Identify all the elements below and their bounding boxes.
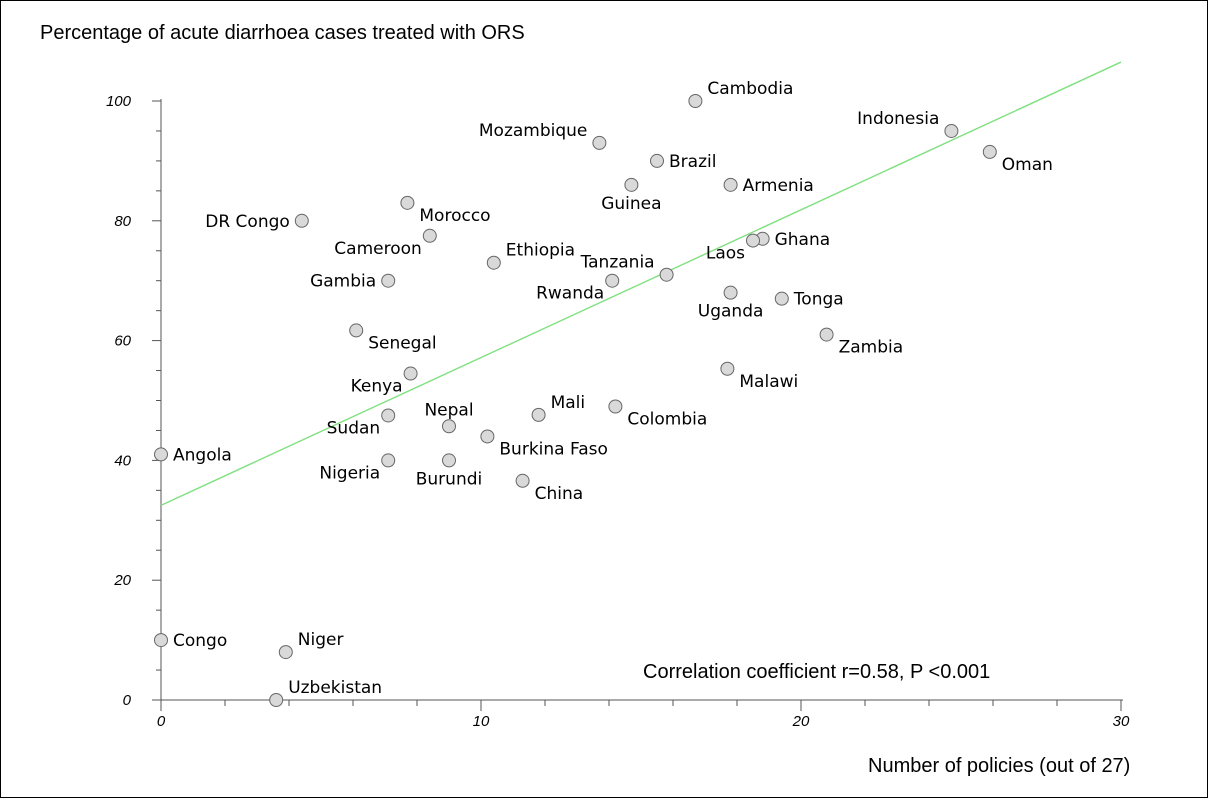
data-point bbox=[154, 447, 168, 462]
point-label: Mali bbox=[551, 393, 586, 413]
x-tick-label: 10 bbox=[473, 713, 490, 730]
point-label: Nigeria bbox=[319, 463, 380, 483]
point-label: Zambia bbox=[839, 338, 904, 358]
data-point bbox=[659, 267, 674, 282]
x-tick-label: 0 bbox=[157, 713, 166, 730]
point-label: Kenya bbox=[351, 377, 403, 397]
point-label: Oman bbox=[1002, 155, 1053, 175]
data-point bbox=[688, 94, 703, 108]
data-point bbox=[723, 285, 738, 300]
data-point bbox=[480, 429, 495, 444]
data-point bbox=[442, 419, 456, 434]
data-point bbox=[723, 177, 738, 192]
point-label: Malawi bbox=[739, 372, 798, 392]
data-point bbox=[486, 255, 501, 270]
data-point bbox=[944, 123, 959, 138]
x-axis-label: Number of policies (out of 27) bbox=[868, 755, 1131, 777]
trendline bbox=[160, 61, 1122, 506]
data-point bbox=[819, 327, 834, 342]
point-label: Mozambique bbox=[479, 121, 588, 141]
data-point bbox=[154, 633, 168, 648]
y-tick-label: 40 bbox=[114, 452, 131, 469]
point-label: Senegal bbox=[368, 333, 436, 353]
data-point bbox=[608, 399, 623, 414]
data-point bbox=[624, 177, 639, 192]
data-point bbox=[774, 291, 789, 306]
data-point bbox=[422, 228, 437, 243]
point-label: Sudan bbox=[327, 418, 381, 438]
data-point bbox=[381, 453, 396, 468]
data-point bbox=[982, 144, 997, 159]
point-label: China bbox=[535, 484, 584, 504]
point-label: Niger bbox=[298, 630, 344, 650]
data-point bbox=[400, 195, 415, 210]
y-tick-label: 100 bbox=[106, 93, 132, 110]
data-point bbox=[269, 693, 284, 707]
x-tick-label: 20 bbox=[792, 713, 810, 730]
point-label: Congo bbox=[173, 631, 227, 651]
point-label: Laos bbox=[706, 244, 745, 264]
point-label: Brazil bbox=[669, 152, 716, 172]
point-label: Nepal bbox=[424, 400, 473, 420]
y-tick-label: 20 bbox=[113, 572, 131, 589]
point-label: Tonga bbox=[793, 290, 844, 310]
point-label: Ghana bbox=[775, 230, 831, 250]
correlation-annotation: Correlation coefficient r=0.58, P <0.001 bbox=[643, 661, 991, 683]
data-point bbox=[592, 135, 607, 150]
point-label: Colombia bbox=[627, 409, 707, 429]
data-point bbox=[278, 645, 293, 660]
trendline-group bbox=[160, 61, 1122, 506]
y-tick-label: 0 bbox=[123, 692, 132, 709]
data-point bbox=[349, 323, 364, 338]
point-label: Burundi bbox=[416, 469, 483, 489]
y-tick-label: 80 bbox=[114, 213, 131, 230]
data-point bbox=[403, 366, 418, 381]
points-group: Cambodia Indonesia Oman Mozambique Brazil Gui… bbox=[154, 79, 1053, 707]
axes: 0 20 40 60 80 100 0 10 20 30 bbox=[106, 93, 1130, 730]
point-label: Angola bbox=[173, 445, 232, 465]
data-point bbox=[515, 473, 530, 488]
point-label: Uganda bbox=[698, 302, 764, 322]
point-label: Rwanda bbox=[536, 284, 604, 304]
point-label: DR Congo bbox=[205, 212, 290, 232]
point-label: Ethiopia bbox=[506, 241, 575, 261]
point-label: Morocco bbox=[419, 206, 490, 226]
y-axis-label: Percentage of acute diarrhoea cases trea… bbox=[40, 22, 525, 44]
y-tick-label: 60 bbox=[114, 333, 131, 350]
data-point bbox=[294, 213, 309, 228]
point-label: Indonesia bbox=[857, 109, 939, 129]
x-tick-label: 30 bbox=[1113, 713, 1130, 730]
point-label: Cameroon bbox=[334, 239, 422, 259]
point-label: Guinea bbox=[601, 194, 661, 214]
point-label: Burkina Faso bbox=[499, 439, 607, 459]
point-label: Tanzania bbox=[580, 253, 655, 273]
data-point bbox=[381, 408, 396, 423]
point-label: Armenia bbox=[743, 176, 814, 196]
data-point bbox=[650, 153, 664, 168]
data-point bbox=[442, 453, 456, 468]
data-point bbox=[720, 361, 735, 376]
point-label: Cambodia bbox=[707, 79, 793, 99]
point-label: Uzbekistan bbox=[288, 678, 382, 698]
data-point bbox=[531, 407, 546, 422]
data-point bbox=[746, 233, 760, 248]
data-point bbox=[381, 273, 396, 288]
point-label: Gambia bbox=[310, 272, 376, 292]
data-point bbox=[605, 273, 620, 288]
